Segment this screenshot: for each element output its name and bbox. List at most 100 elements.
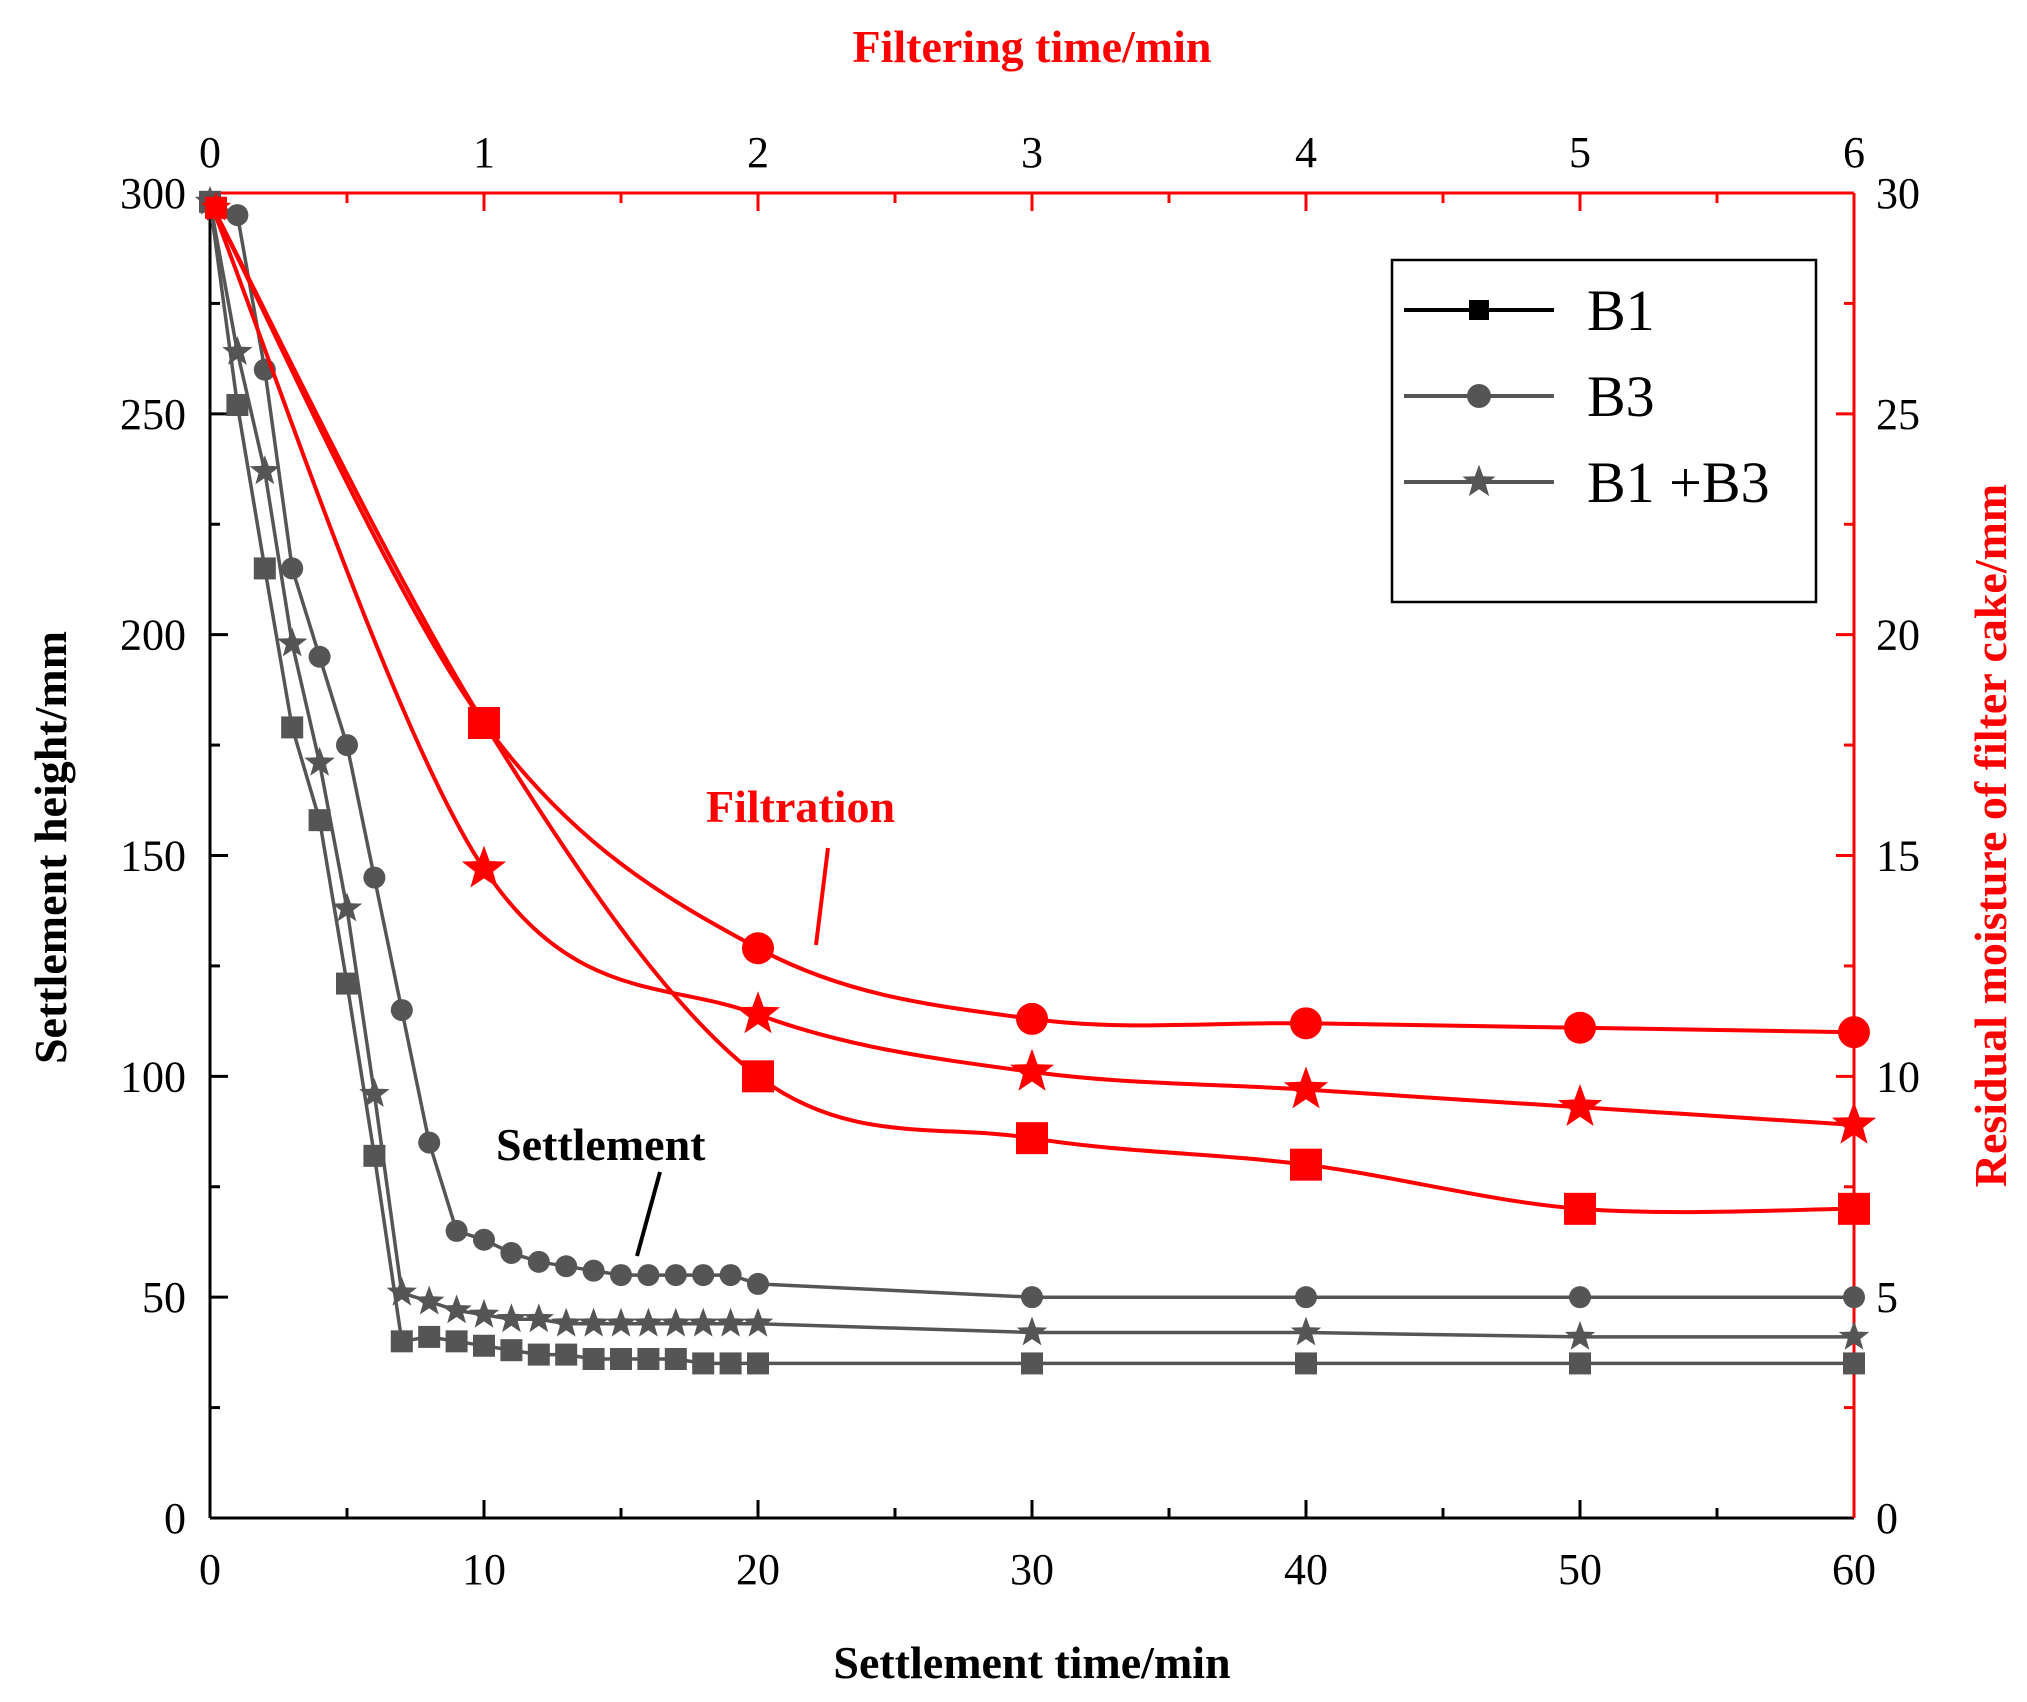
filtration-point-b1-b3 [1009, 1048, 1055, 1091]
top-tick-label: 5 [1569, 128, 1591, 177]
right-axis-title: Residual moisture of filter cake/mm [1965, 484, 2016, 1188]
legend-marker-square [1469, 300, 1489, 320]
right-tick-label: 30 [1876, 169, 1920, 218]
top-tick-label: 6 [1843, 128, 1865, 177]
top-tick-label: 3 [1021, 128, 1043, 177]
settlement-point-b3 [1843, 1286, 1865, 1309]
settlement-point-b1-b3 [496, 1303, 527, 1333]
filtration-point-b1 [1016, 1122, 1048, 1155]
x-axis-title: Settlement time/min [833, 1637, 1230, 1688]
top-tick-label: 1 [473, 128, 495, 177]
top-tick-label: 4 [1295, 128, 1317, 177]
settlement-point-b1 [281, 716, 304, 739]
settlement-point-b3 [582, 1259, 605, 1282]
settlement-point-b1 [253, 557, 276, 580]
filtration-point-b1-b3 [1283, 1066, 1329, 1109]
settlement-point-b1 [610, 1348, 632, 1370]
y-tick-label: 250 [120, 390, 186, 439]
settlement-point-b1-b3 [633, 1307, 664, 1337]
settlement-point-b1 [308, 809, 331, 832]
y-tick-label: 50 [142, 1273, 186, 1322]
settlement-point-b1 [363, 1144, 386, 1167]
settlement-point-b1-b3 [414, 1285, 445, 1315]
settlement-series-layer [194, 185, 1870, 1375]
settlement-point-b3 [500, 1242, 523, 1264]
settlement-point-b1 [747, 1352, 769, 1375]
x-tick-label: 40 [1284, 1545, 1328, 1594]
settlement-annotation-pointer [635, 1171, 662, 1257]
filtration-point-b3 [1564, 1011, 1596, 1044]
filtration-point-b3 [742, 932, 774, 965]
settlement-point-b1 [1295, 1352, 1317, 1375]
settlement-point-b1 [1021, 1352, 1043, 1375]
settlement-point-b3 [747, 1272, 769, 1295]
settlement-point-b3 [363, 866, 386, 889]
legend-box [1390, 258, 1818, 604]
filtration-point-b1 [1290, 1148, 1322, 1181]
y-tick-label: 0 [164, 1494, 186, 1543]
x-tick-label: 30 [1010, 1545, 1054, 1594]
settlement-point-b1 [527, 1343, 550, 1366]
settlement-point-b1 [500, 1339, 523, 1362]
settlement-point-b1 [1843, 1352, 1865, 1375]
settlement-point-b1 [1569, 1352, 1591, 1375]
settlement-point-b3 [308, 645, 331, 668]
settlement-point-b3 [527, 1250, 550, 1273]
y-tick-label: 150 [120, 832, 186, 881]
right-tick-label: 5 [1876, 1273, 1898, 1322]
settlement-point-b1 [555, 1343, 578, 1366]
settlement-point-b1-b3 [222, 336, 253, 365]
legend: B1 B3 B1 +B3 [1390, 258, 1818, 604]
filtration-point-b1-b3 [461, 845, 507, 888]
settlement-point-b1-b3 [523, 1303, 554, 1333]
x-tick-label: 20 [736, 1545, 780, 1594]
filtration-annotation: Filtration [706, 781, 895, 832]
right-tick-label: 15 [1876, 832, 1920, 881]
filtration-annotation-pointer [814, 847, 830, 946]
legend-label-star: B1 +B3 [1587, 450, 1770, 515]
settlement-point-b1-b3 [386, 1276, 417, 1306]
settlement-point-b3 [473, 1228, 495, 1251]
settlement-point-b3 [445, 1219, 468, 1242]
settlement-point-b3 [555, 1255, 578, 1278]
settlement-point-b1-b3 [551, 1307, 582, 1337]
settlement-point-b1-b3 [304, 746, 335, 776]
settlement-point-b1 [637, 1348, 660, 1370]
y-tick-label: 100 [120, 1052, 186, 1101]
y-tick-label: 300 [120, 169, 186, 218]
filtration-point-b1 [742, 1060, 774, 1093]
settlement-point-b3 [1021, 1286, 1043, 1309]
settlement-point-b1 [336, 972, 358, 995]
settlement-point-b1 [692, 1352, 715, 1375]
right-tick-label: 10 [1876, 1052, 1920, 1101]
settlement-annotation: Settlement [496, 1119, 706, 1170]
settlement-point-b3 [664, 1264, 687, 1287]
filtration-point-b3 [1838, 1016, 1870, 1049]
filtration-line-b1-b3 [208, 201, 1855, 1127]
legend-marker-circle [1467, 384, 1491, 408]
settlement-point-b1 [582, 1348, 605, 1370]
settlement-point-b3 [336, 734, 358, 757]
filtration-series-layer [200, 191, 1877, 1225]
legend-label-circle: B3 [1587, 364, 1655, 429]
settlement-point-b3 [226, 204, 249, 227]
settlement-point-b3 [719, 1264, 742, 1287]
x-tick-label: 0 [199, 1545, 221, 1594]
filtration-line-b1 [208, 200, 1855, 1215]
settlement-point-b1-b3 [277, 627, 308, 657]
top-axis-title: Filtering time/min [853, 21, 1212, 72]
right-tick-label: 20 [1876, 611, 1920, 660]
settlement-point-b1-b3 [742, 1307, 774, 1337]
filtration-point-b3 [1016, 1002, 1048, 1035]
settlement-point-b1-b3 [1016, 1316, 1048, 1346]
settlement-point-b1-b3 [359, 1078, 390, 1107]
settlement-point-b1-b3 [1564, 1321, 1596, 1350]
right-tick-label: 25 [1876, 390, 1920, 439]
settlement-point-b3 [281, 557, 304, 580]
filtration-point-b1-b3 [200, 191, 232, 221]
y-tick-label: 200 [120, 611, 186, 660]
x-tick-label: 50 [1558, 1545, 1602, 1594]
settlement-point-b3 [637, 1264, 660, 1287]
